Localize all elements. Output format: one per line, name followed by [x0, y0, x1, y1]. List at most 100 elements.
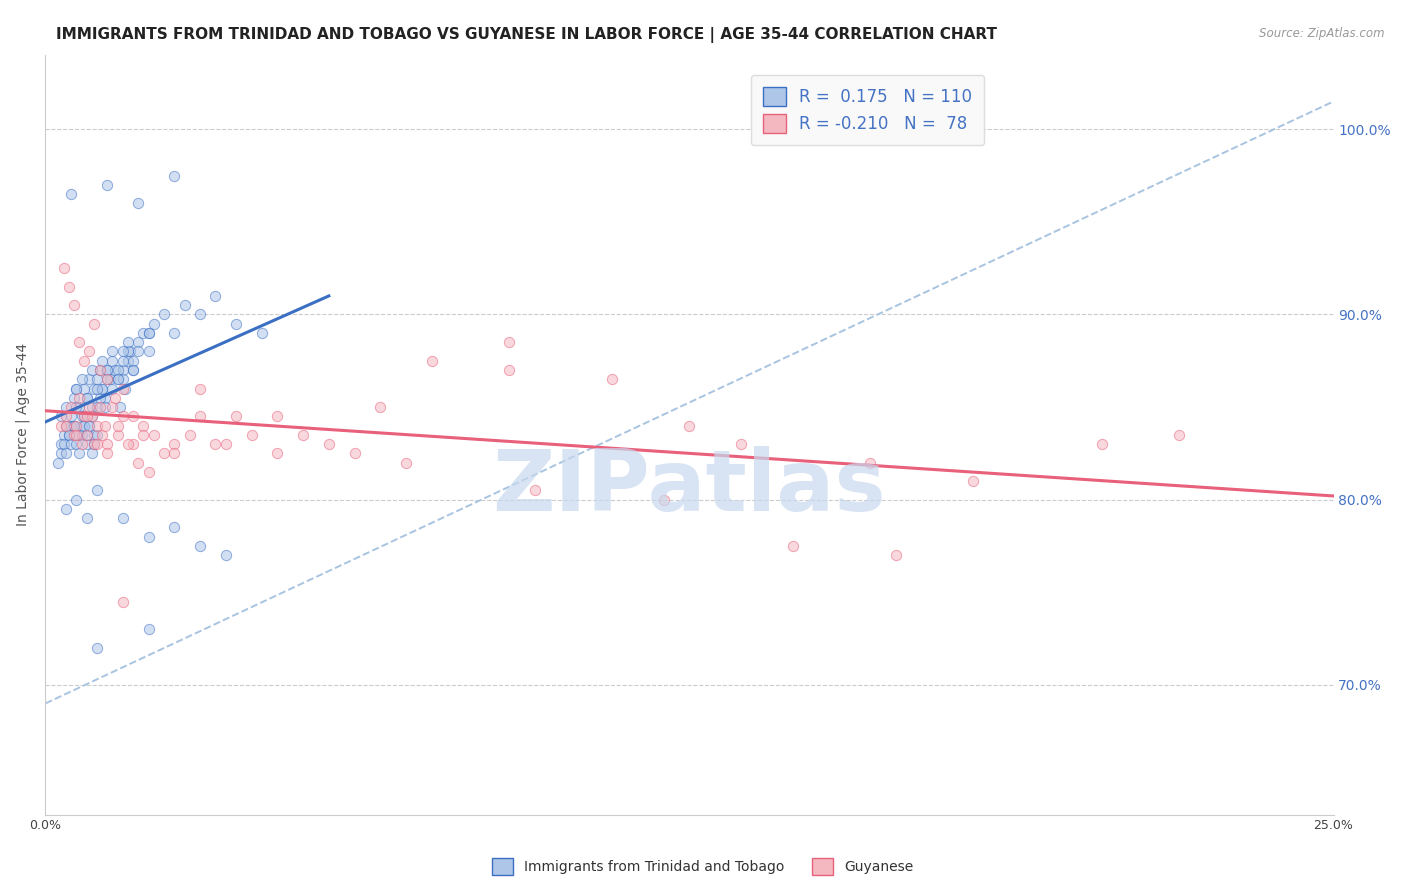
Point: [93, 400, 115, 414]
Point: [77, 344, 100, 359]
Point: [52, 261, 75, 276]
Point: [204, 437, 226, 451]
Point: [65, 418, 87, 433]
Point: [83, 437, 105, 451]
Point: [122, 353, 145, 368]
Point: [62, 418, 84, 433]
Point: [52, 427, 75, 442]
Point: [86, 427, 108, 442]
Point: [370, 400, 392, 414]
Text: Source: ZipAtlas.com: Source: ZipAtlas.com: [1260, 27, 1385, 40]
Point: [188, 409, 211, 424]
Point: [67, 335, 90, 350]
Point: [86, 400, 108, 414]
Point: [138, 623, 160, 637]
Point: [318, 437, 340, 451]
Point: [859, 456, 882, 470]
Point: [111, 363, 134, 377]
Point: [111, 511, 134, 525]
Point: [60, 400, 83, 414]
Point: [49, 409, 72, 424]
Legend: R =  0.175   N = 110, R = -0.210   N =  78: R = 0.175 N = 110, R = -0.210 N = 78: [751, 75, 984, 145]
Point: [76, 409, 98, 424]
Point: [127, 335, 149, 350]
Point: [89, 391, 111, 405]
Point: [163, 326, 186, 340]
Point: [80, 409, 103, 424]
Point: [138, 326, 160, 340]
Point: [101, 353, 124, 368]
Point: [204, 289, 226, 303]
Point: [117, 335, 139, 350]
Point: [498, 363, 520, 377]
Point: [111, 382, 134, 396]
Point: [188, 308, 211, 322]
Point: [108, 400, 131, 414]
Point: [782, 539, 804, 553]
Point: [55, 418, 77, 433]
Point: [96, 363, 118, 377]
Point: [153, 308, 176, 322]
Point: [65, 382, 87, 396]
Point: [83, 437, 105, 451]
Point: [73, 382, 96, 396]
Point: [884, 548, 907, 562]
Point: [163, 446, 186, 460]
Point: [420, 353, 443, 368]
Legend: Immigrants from Trinidad and Tobago, Guyanese: Immigrants from Trinidad and Tobago, Guy…: [486, 853, 920, 880]
Point: [250, 326, 273, 340]
Point: [58, 427, 80, 442]
Point: [111, 372, 134, 386]
Point: [107, 372, 129, 386]
Point: [67, 446, 90, 460]
Point: [55, 502, 77, 516]
Point: [73, 353, 96, 368]
Point: [96, 372, 118, 386]
Point: [65, 437, 87, 451]
Point: [523, 483, 546, 498]
Point: [107, 363, 129, 377]
Point: [122, 409, 145, 424]
Point: [101, 344, 124, 359]
Point: [76, 437, 98, 451]
Point: [173, 298, 195, 312]
Point: [163, 437, 186, 451]
Point: [96, 363, 118, 377]
Point: [132, 326, 155, 340]
Point: [142, 317, 165, 331]
Point: [96, 372, 118, 386]
Point: [132, 418, 155, 433]
Point: [215, 548, 238, 562]
Point: [65, 492, 87, 507]
Point: [83, 317, 105, 331]
Point: [104, 363, 127, 377]
Point: [67, 391, 90, 405]
Point: [111, 344, 134, 359]
Point: [86, 418, 108, 433]
Point: [1091, 437, 1114, 451]
Point: [49, 446, 72, 460]
Point: [70, 418, 93, 433]
Point: [52, 437, 75, 451]
Point: [343, 446, 366, 460]
Point: [89, 400, 111, 414]
Point: [111, 594, 134, 608]
Point: [292, 427, 315, 442]
Point: [70, 427, 93, 442]
Point: [89, 363, 111, 377]
Point: [138, 326, 160, 340]
Point: [498, 335, 520, 350]
Point: [62, 391, 84, 405]
Point: [76, 511, 98, 525]
Point: [101, 382, 124, 396]
Point: [86, 372, 108, 386]
Point: [58, 279, 80, 293]
Point: [107, 372, 129, 386]
Point: [86, 483, 108, 498]
Point: [62, 418, 84, 433]
Point: [107, 418, 129, 433]
Point: [142, 427, 165, 442]
Point: [96, 446, 118, 460]
Point: [60, 418, 83, 433]
Point: [77, 418, 100, 433]
